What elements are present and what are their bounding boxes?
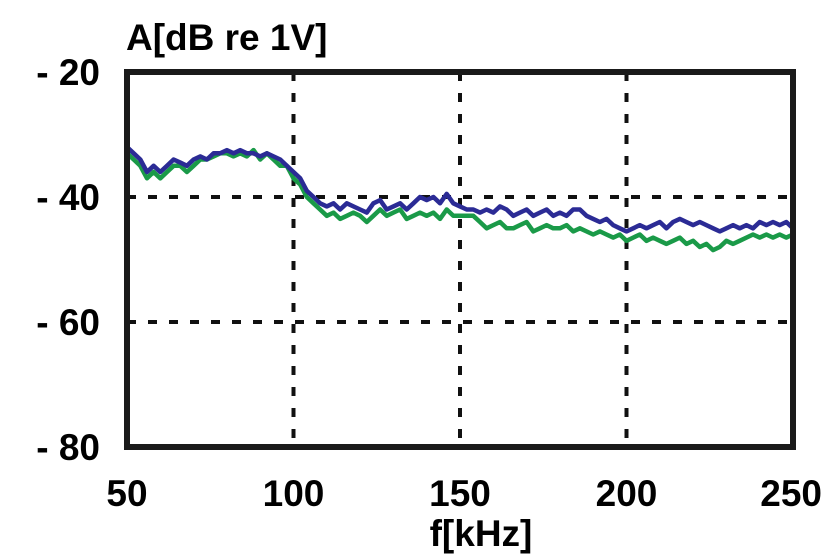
y-tick-label: - 20 [36, 52, 100, 93]
y-tick-label: - 60 [36, 302, 100, 343]
x-tick-label: 250 [760, 473, 822, 514]
y-tick-label: - 40 [36, 177, 100, 218]
y-axis-label: A[dB re 1V] [126, 17, 327, 58]
x-axis-label: f[kHz] [430, 513, 533, 554]
series-lines [124, 144, 796, 253]
plot-frame [124, 69, 796, 450]
x-tick-label: 100 [263, 473, 325, 514]
x-tick-label: 200 [596, 473, 658, 514]
y-tick-label: - 80 [36, 427, 100, 468]
series-line-2 [124, 144, 796, 234]
grid-lines [127, 72, 793, 447]
x-tick-label: 150 [429, 473, 491, 514]
x-tick-label: 50 [106, 473, 147, 514]
x-tick-labels: 50 100 150 200 250 [106, 473, 822, 514]
series-line-1 [124, 147, 796, 253]
y-tick-labels: - 20 - 40 - 60 - 80 [36, 52, 100, 468]
